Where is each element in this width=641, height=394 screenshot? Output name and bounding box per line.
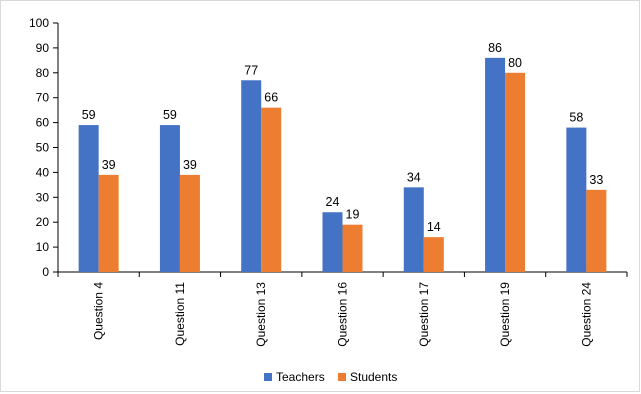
category-label: Question 11 [173, 282, 187, 346]
y-tick-label: 70 [36, 91, 50, 105]
y-tick-label: 90 [36, 41, 50, 55]
category-label: Question 4 [92, 282, 106, 340]
category-label: Question 19 [498, 282, 512, 347]
legend-swatch-teachers [264, 373, 272, 381]
data-label-teachers: 24 [326, 195, 340, 209]
y-tick-label: 60 [36, 116, 50, 130]
data-label-teachers: 77 [244, 63, 258, 77]
bar-students-2 [261, 107, 282, 272]
data-label-teachers: 59 [163, 108, 177, 122]
bar-students-1 [179, 174, 200, 272]
data-label-teachers: 34 [407, 170, 421, 184]
bar-students-3 [342, 224, 363, 272]
y-tick-label: 50 [36, 141, 50, 155]
category-label: Question 13 [254, 282, 268, 347]
bar-teachers-0 [78, 125, 99, 272]
category-label: Question 17 [417, 282, 431, 347]
y-tick-label: 10 [36, 240, 50, 254]
y-tick-label: 100 [29, 16, 49, 30]
y-tick-label: 30 [36, 190, 50, 204]
y-tick-label: 20 [36, 215, 50, 229]
legend-swatch-students [338, 373, 346, 381]
data-label-students: 14 [427, 220, 441, 234]
legend-label-students: Students [350, 370, 397, 384]
data-label-students: 80 [508, 56, 522, 70]
y-tick-label: 40 [36, 165, 50, 179]
bar-teachers-6 [566, 127, 587, 272]
bar-teachers-4 [403, 187, 424, 272]
legend-label-teachers: Teachers [276, 370, 325, 384]
bar-teachers-5 [485, 57, 506, 272]
bar-students-0 [98, 174, 119, 272]
bar-students-6 [586, 189, 607, 272]
category-label: Question 16 [336, 282, 350, 347]
data-label-teachers: 59 [82, 108, 96, 122]
data-label-students: 66 [264, 91, 278, 105]
data-label-students: 33 [589, 173, 603, 187]
data-label-students: 19 [346, 208, 360, 222]
bar-students-5 [505, 72, 526, 272]
bar-teachers-2 [241, 80, 262, 273]
data-label-students: 39 [183, 158, 197, 172]
bar-students-4 [423, 237, 444, 272]
y-tick-label: 0 [42, 265, 49, 279]
y-tick-label: 80 [36, 66, 50, 80]
bar-teachers-3 [322, 212, 343, 272]
data-label-students: 39 [102, 158, 116, 172]
data-label-teachers: 58 [569, 111, 583, 125]
category-label: Question 24 [579, 282, 593, 347]
data-label-teachers: 86 [488, 41, 502, 55]
bar-teachers-1 [159, 125, 180, 272]
